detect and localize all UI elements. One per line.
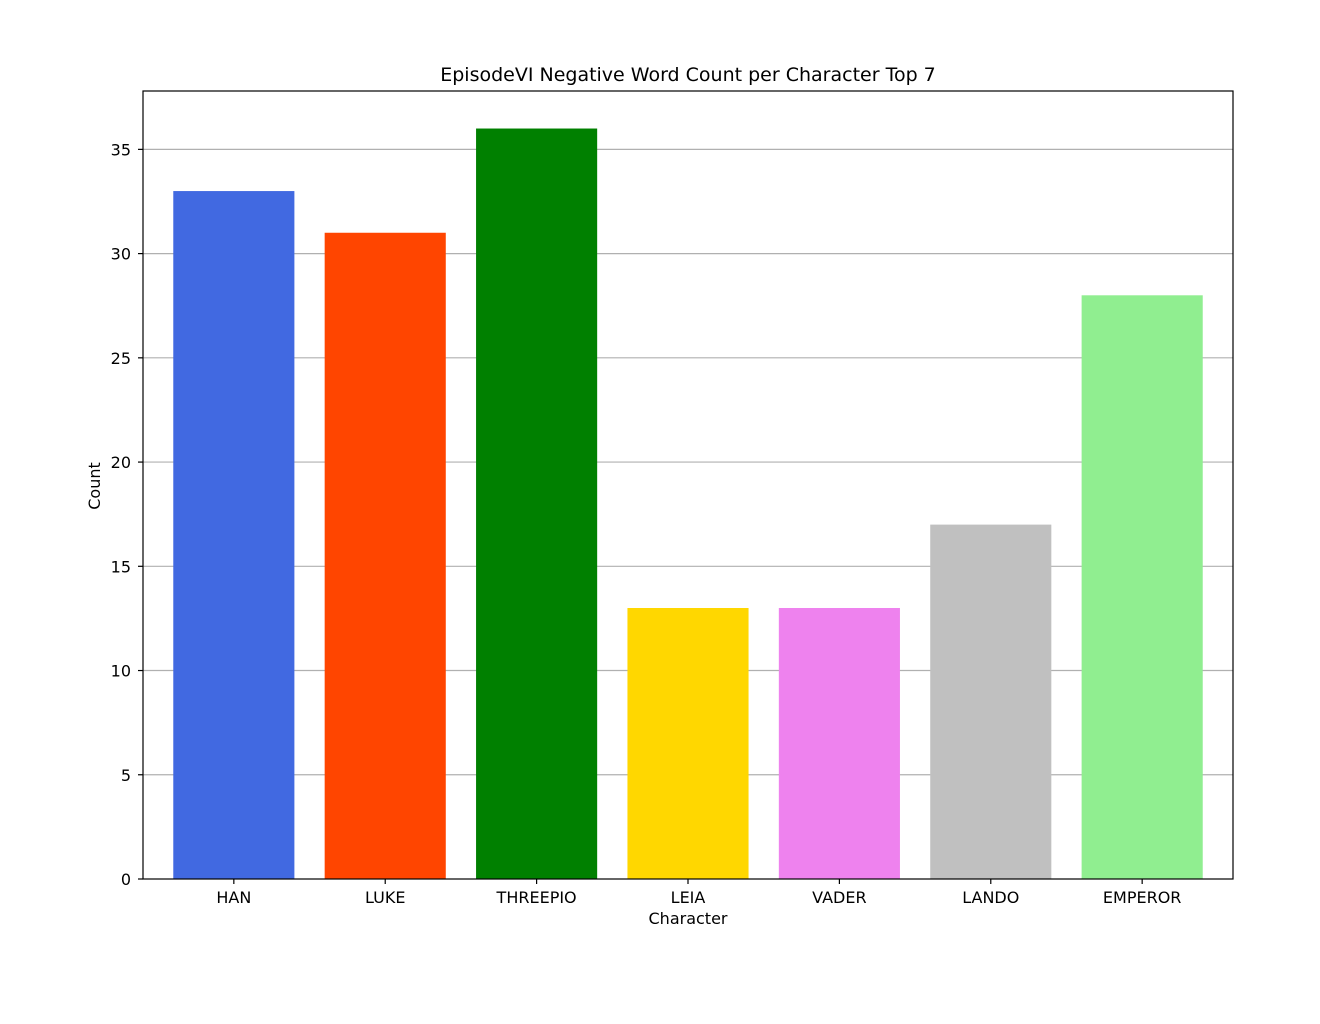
x-tick-label-leia: LEIA [671, 888, 706, 907]
bar-threepio [476, 128, 598, 879]
y-tick-label: 15 [111, 557, 131, 576]
bar-luke [324, 232, 446, 880]
x-tick-label-han: HAN [216, 888, 251, 907]
y-tick-label: 10 [111, 662, 131, 681]
y-axis-label: Count [85, 462, 104, 510]
x-tick-label-luke: LUKE [365, 888, 405, 907]
x-axis-label: Character [649, 909, 728, 928]
y-tick-label: 35 [111, 140, 131, 159]
chart-title: EpisodeVI Negative Word Count per Charac… [440, 64, 936, 86]
x-tick-label-emperor: EMPEROR [1103, 888, 1182, 907]
y-tick-label: 5 [121, 766, 131, 785]
bars [173, 128, 1203, 880]
x-tick-label-threepio: THREEPIO [496, 888, 577, 907]
x-tick-label-lando: LANDO [962, 888, 1019, 907]
bar-vader [778, 607, 900, 879]
y-axis-ticks: 0 5 10 15 20 25 30 35 [111, 140, 143, 889]
x-axis-ticks: HAN LUKE THREEPIO LEIA VADER LANDO EMPEROR [216, 879, 1181, 907]
bar-lando [930, 524, 1052, 879]
x-tick-label-vader: VADER [812, 888, 866, 907]
y-tick-label: 20 [111, 453, 131, 472]
y-tick-label: 30 [111, 245, 131, 264]
y-tick-label: 25 [111, 349, 131, 368]
bar-han [173, 191, 295, 880]
y-tick-label: 0 [121, 870, 131, 889]
bar-emperor [1081, 295, 1203, 880]
bar-leia [627, 607, 749, 879]
